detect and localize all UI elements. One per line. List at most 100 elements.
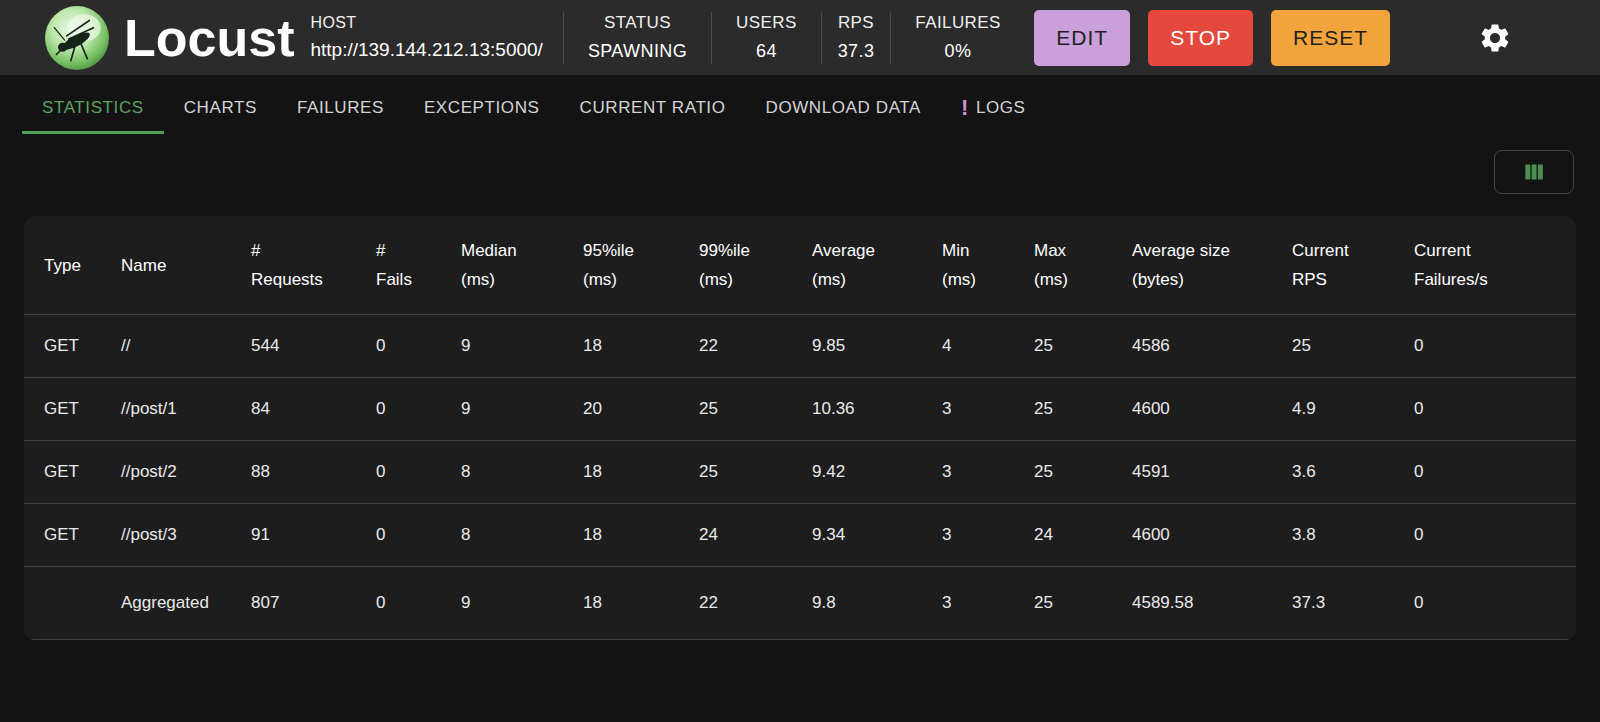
app-header: Locust HOST http://139.144.212.13:5000/ … — [0, 0, 1600, 75]
table-cell: 25 — [1034, 315, 1132, 378]
table-cell: 3 — [942, 378, 1034, 441]
table-cell: 9.34 — [812, 504, 942, 567]
table-cell: 3.6 — [1292, 441, 1414, 504]
table-cell: 0 — [1414, 504, 1576, 567]
table-cell — [24, 567, 121, 640]
table-cell: 544 — [251, 315, 376, 378]
table-cell: 3 — [942, 567, 1034, 640]
table-row: GET//5440918229.854254586250 — [24, 315, 1576, 378]
column-header[interactable]: Min(ms) — [942, 216, 1034, 315]
tab-label: CURRENT RATIO — [580, 98, 726, 118]
column-header[interactable]: CurrentRPS — [1292, 216, 1414, 315]
column-header[interactable]: Median(ms) — [461, 216, 583, 315]
table-cell: 0 — [1414, 441, 1576, 504]
column-header[interactable]: Name — [121, 216, 251, 315]
table-cell: 3 — [942, 504, 1034, 567]
rps-label: RPS — [838, 13, 874, 33]
users-value: 64 — [756, 41, 777, 62]
tab-download-data[interactable]: DOWNLOAD DATA — [746, 89, 941, 134]
table-cell: 9.8 — [812, 567, 942, 640]
tab-label: STATISTICS — [42, 98, 144, 118]
table-header-row: TypeName#Requests#FailsMedian(ms)95%ile(… — [24, 216, 1576, 315]
table-cell: 9.85 — [812, 315, 942, 378]
table-cell: //post/3 — [121, 504, 251, 567]
table-cell: GET — [24, 378, 121, 441]
table-cell: 10.36 — [812, 378, 942, 441]
tab-logs[interactable]: ! LOGS — [941, 89, 1046, 134]
tab-label: CHARTS — [184, 98, 257, 118]
column-header[interactable]: #Requests — [251, 216, 376, 315]
users-label: USERS — [736, 13, 797, 33]
host-block: HOST http://139.144.212.13:5000/ — [310, 14, 562, 61]
locust-logo-icon — [44, 5, 110, 71]
table-cell: 37.3 — [1292, 567, 1414, 640]
table-cell: 9.42 — [812, 441, 942, 504]
table-cell: 88 — [251, 441, 376, 504]
statistics-table: TypeName#Requests#FailsMedian(ms)95%ile(… — [24, 216, 1576, 640]
table-cell: 4591 — [1132, 441, 1292, 504]
table-cell: 0 — [376, 378, 461, 441]
failures-value: 0% — [945, 41, 972, 62]
table-cell: 18 — [583, 504, 699, 567]
table-cell: 91 — [251, 504, 376, 567]
table-cell: GET — [24, 441, 121, 504]
table-cell: 84 — [251, 378, 376, 441]
tab-label: LOGS — [976, 98, 1026, 118]
stop-button[interactable]: STOP — [1148, 10, 1253, 66]
tab-failures[interactable]: FAILURES — [277, 89, 404, 134]
column-header[interactable]: Average size(bytes) — [1132, 216, 1292, 315]
column-header[interactable]: Type — [24, 216, 121, 315]
failures-label: FAILURES — [915, 13, 1000, 33]
rps-stat: RPS 37.3 — [822, 13, 891, 62]
users-stat: USERS 64 — [712, 13, 821, 62]
status-stat: STATUS SPAWNING — [564, 13, 711, 62]
failures-stat: FAILURES 0% — [891, 13, 1024, 62]
column-header[interactable]: CurrentFailures/s — [1414, 216, 1576, 315]
tab-statistics[interactable]: STATISTICS — [22, 89, 164, 134]
column-header[interactable]: Max(ms) — [1034, 216, 1132, 315]
view-columns-icon — [1521, 159, 1547, 185]
table-toolbar — [26, 150, 1574, 194]
tab-label: FAILURES — [297, 98, 384, 118]
table-cell: 0 — [376, 504, 461, 567]
column-header[interactable]: #Fails — [376, 216, 461, 315]
table-cell: 4589.58 — [1132, 567, 1292, 640]
gear-icon[interactable] — [1478, 21, 1512, 55]
status-value: SPAWNING — [588, 41, 687, 62]
reset-button[interactable]: RESET — [1271, 10, 1390, 66]
table-cell: 8 — [461, 504, 583, 567]
table-cell: GET — [24, 504, 121, 567]
edit-button[interactable]: EDIT — [1034, 10, 1130, 66]
column-header[interactable]: 95%ile(ms) — [583, 216, 699, 315]
table-cell: 0 — [1414, 567, 1576, 640]
status-label: STATUS — [604, 13, 671, 33]
rps-value: 37.3 — [838, 41, 875, 62]
table-cell: Aggregated — [121, 567, 251, 640]
table-cell: 25 — [1034, 378, 1132, 441]
column-header[interactable]: 99%ile(ms) — [699, 216, 812, 315]
table-row: GET//post/3910818249.3432446003.80 — [24, 504, 1576, 567]
table-cell: 4586 — [1132, 315, 1292, 378]
table-cell: 9 — [461, 378, 583, 441]
table-cell: 25 — [1034, 441, 1132, 504]
table-cell: 9 — [461, 315, 583, 378]
tab-exceptions[interactable]: EXCEPTIONS — [404, 89, 560, 134]
table-cell: 9 — [461, 567, 583, 640]
table-cell: 0 — [376, 441, 461, 504]
column-selector-button[interactable] — [1494, 150, 1574, 194]
table-cell: 0 — [1414, 315, 1576, 378]
table-cell: 0 — [376, 315, 461, 378]
table-cell: 0 — [1414, 378, 1576, 441]
table-cell: 25 — [699, 378, 812, 441]
tab-current-ratio[interactable]: CURRENT RATIO — [560, 89, 746, 134]
table-cell: 22 — [699, 567, 812, 640]
table-cell: 25 — [699, 441, 812, 504]
tab-charts[interactable]: CHARTS — [164, 89, 277, 134]
statistics-table-card: TypeName#Requests#FailsMedian(ms)95%ile(… — [24, 216, 1576, 640]
table-cell: 18 — [583, 441, 699, 504]
table-cell: 4600 — [1132, 378, 1292, 441]
table-cell: 18 — [583, 567, 699, 640]
table-cell: 3.8 — [1292, 504, 1414, 567]
table-cell: 8 — [461, 441, 583, 504]
column-header[interactable]: Average(ms) — [812, 216, 942, 315]
